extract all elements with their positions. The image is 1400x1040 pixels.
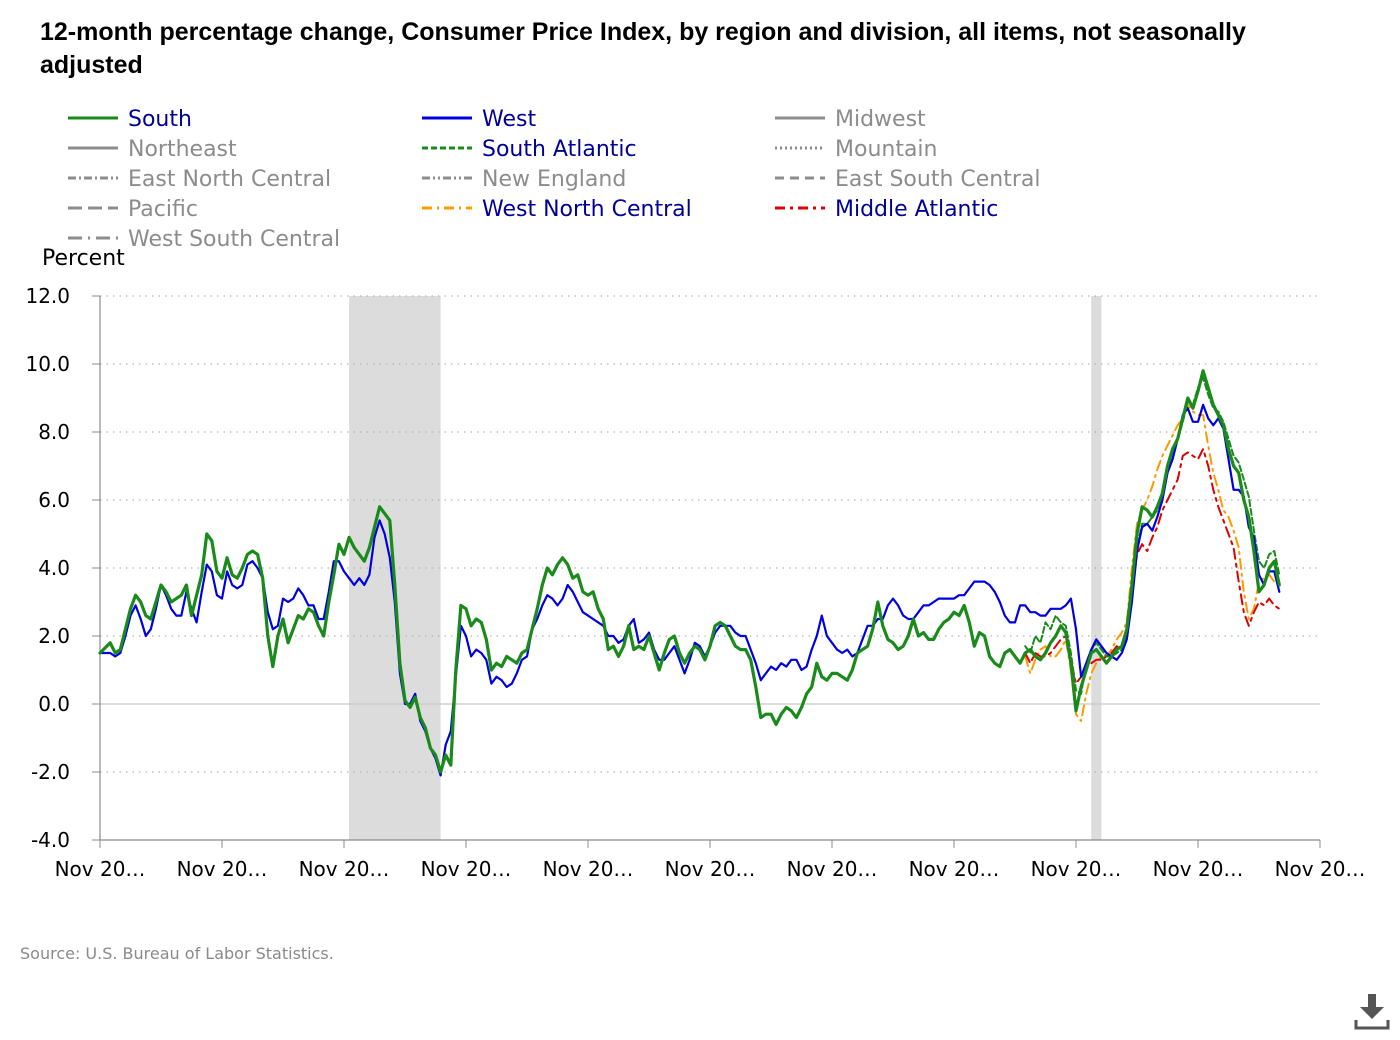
- legend-item[interactable]: South: [68, 107, 192, 132]
- legend-item[interactable]: Northeast: [68, 137, 237, 162]
- x-tick-label: Nov 20…: [299, 857, 390, 881]
- y-tick-label: -2.0: [31, 760, 70, 784]
- legend-label: Midwest: [835, 107, 926, 132]
- grid-lines: [100, 295, 1320, 773]
- y-axis-label: Percent: [42, 246, 125, 271]
- legend-label: Pacific: [128, 197, 198, 222]
- y-tick-label: 10.0: [25, 352, 70, 376]
- x-tick-label: Nov 20…: [543, 857, 634, 881]
- source-note: Source: U.S. Bureau of Labor Statistics.: [20, 944, 334, 963]
- legend-item[interactable]: West: [422, 107, 536, 132]
- legend-label: Middle Atlantic: [835, 197, 998, 222]
- download-button[interactable]: [1350, 990, 1394, 1034]
- y-tick-label: 12.0: [25, 284, 70, 308]
- legend-item[interactable]: Midwest: [775, 107, 926, 132]
- x-tick-label: Nov 20…: [55, 857, 146, 881]
- chart-area: South West Midwest Northeast South Atlantic M…: [25, 107, 1366, 881]
- legend-label: South: [128, 107, 192, 132]
- y-tick-label: 4.0: [38, 556, 70, 580]
- download-icon: [1354, 994, 1390, 1030]
- legend-label: Mountain: [835, 137, 938, 162]
- legend-item[interactable]: Mountain: [775, 137, 938, 162]
- legend-item[interactable]: West North Central: [422, 197, 692, 222]
- x-tick-label: Nov 20…: [1275, 857, 1366, 881]
- legend-item[interactable]: South Atlantic: [422, 137, 637, 162]
- x-tick-label: Nov 20…: [177, 857, 268, 881]
- y-tick-label: 6.0: [38, 488, 70, 512]
- x-tick-label: Nov 20…: [665, 857, 756, 881]
- series-line-west: [98, 403, 1281, 777]
- legend-item[interactable]: Middle Atlantic: [775, 197, 998, 222]
- y-tick-label: 2.0: [38, 624, 70, 648]
- legend-label: East North Central: [128, 167, 331, 192]
- legend-label: New England: [482, 167, 626, 192]
- y-tick-label: 0.0: [38, 692, 70, 716]
- legend-label: Northeast: [128, 137, 237, 162]
- legend-label: East South Central: [835, 167, 1041, 192]
- legend-label: West South Central: [128, 227, 340, 252]
- legend: South West Midwest Northeast South Atlantic M…: [68, 107, 1041, 252]
- chart-title: 12-month percentage change, Consumer Pri…: [40, 18, 1246, 79]
- legend-item[interactable]: New England: [422, 167, 626, 192]
- legend-label: West North Central: [482, 197, 692, 222]
- y-axis-ticks: 12.0 10.0 8.0 6.0 4.0 2.0 0.0 -2.0 -4.0: [25, 284, 100, 852]
- x-tick-label: Nov 20…: [421, 857, 512, 881]
- x-axis-ticks: Nov 20… Nov 20… Nov 20… Nov 20… Nov 20… Nov 2…: [55, 840, 1366, 881]
- x-tick-label: Nov 20…: [1153, 857, 1244, 881]
- x-tick-label: Nov 20…: [1031, 857, 1122, 881]
- series-line-south: [98, 369, 1281, 774]
- series-lines: [98, 369, 1281, 777]
- legend-item[interactable]: East South Central: [775, 167, 1041, 192]
- legend-item[interactable]: West South Central: [68, 227, 340, 252]
- y-tick-label: -4.0: [31, 828, 70, 852]
- y-tick-label: 8.0: [38, 420, 70, 444]
- legend-item[interactable]: Pacific: [68, 197, 198, 222]
- x-tick-label: Nov 20…: [909, 857, 1000, 881]
- recession-band: [1091, 296, 1102, 840]
- series-line-west-north-central: [1024, 403, 1281, 722]
- x-tick-label: Nov 20…: [787, 857, 878, 881]
- legend-item[interactable]: East North Central: [68, 167, 331, 192]
- legend-label: West: [482, 107, 536, 132]
- legend-label: South Atlantic: [482, 137, 637, 162]
